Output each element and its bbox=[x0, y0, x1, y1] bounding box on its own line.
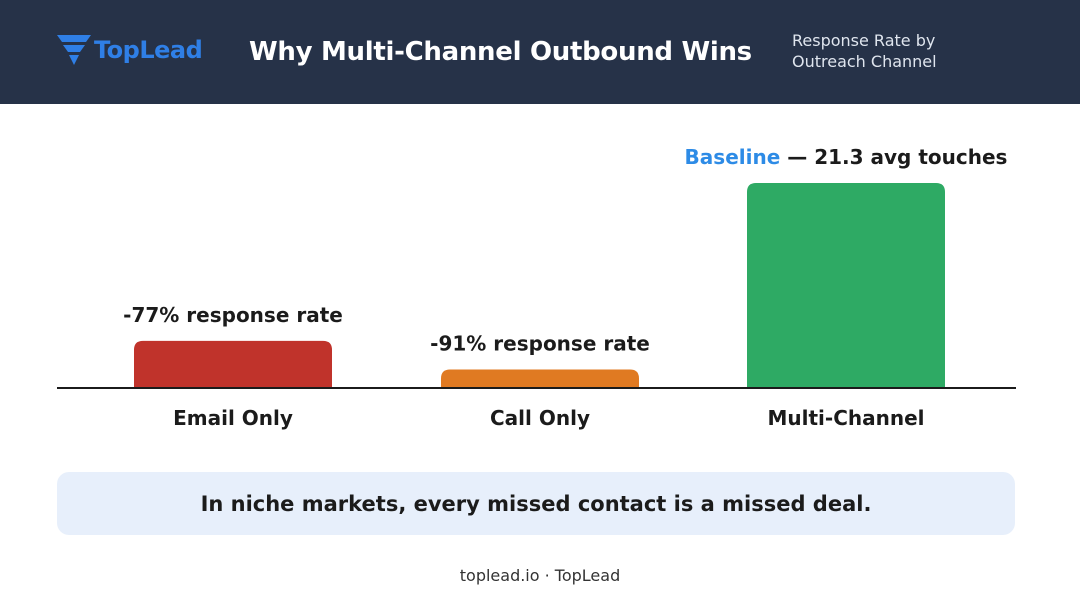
subtitle-line-2: Outreach Channel bbox=[792, 52, 937, 71]
callout-box: In niche markets, every missed contact i… bbox=[57, 472, 1015, 535]
page-subtitle: Response Rate by Outreach Channel bbox=[792, 30, 992, 72]
bar-email-only bbox=[134, 340, 332, 388]
header-bar: TopLead Why Multi-Channel Outbound Wins … bbox=[0, 0, 1080, 104]
baseline-highlight: Baseline bbox=[685, 145, 781, 169]
logo-text: TopLead bbox=[94, 36, 203, 64]
toplead-logo[interactable]: TopLead bbox=[56, 30, 203, 70]
subtitle-line-1: Response Rate by bbox=[792, 31, 936, 50]
bar-chart: -77% response rate Email Only -91% respons… bbox=[57, 145, 1016, 430]
bar-value-label: -77% response rate bbox=[123, 303, 343, 327]
category-label: Email Only bbox=[173, 406, 293, 430]
page-title: Why Multi-Channel Outbound Wins bbox=[249, 37, 752, 67]
bar-value-label: -91% response rate bbox=[430, 332, 650, 356]
bar-value-label: Baseline — 21.3 avg touches bbox=[685, 145, 1008, 169]
footer-text: toplead.io · TopLead bbox=[459, 566, 621, 585]
funnel-icon bbox=[57, 35, 91, 65]
category-label: Multi-Channel bbox=[767, 406, 924, 430]
category-label: Call Only bbox=[490, 406, 590, 430]
avg-touches-text: — 21.3 avg touches bbox=[780, 145, 1007, 169]
bar-multi-channel bbox=[747, 183, 945, 388]
callout-text: In niche markets, every missed contact i… bbox=[200, 491, 872, 516]
bar-call-only bbox=[441, 369, 639, 388]
